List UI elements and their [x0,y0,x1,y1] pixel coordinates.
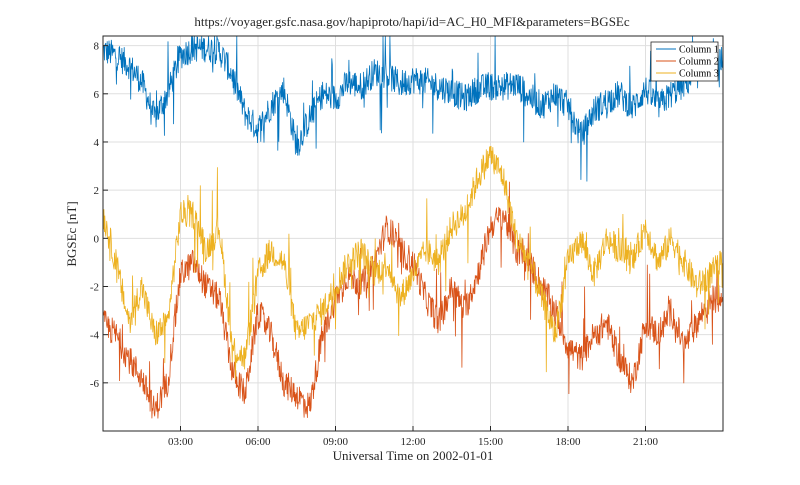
legend-label-2: Column 2 [679,57,719,68]
x-tick-label: 18:00 [555,436,581,448]
x-tick-label: 15:00 [478,436,504,448]
x-tick-label: 21:00 [633,436,659,448]
y-tick-label: -4 [90,330,100,342]
x-axis-label: Universal Time on 2002-01-01 [333,448,494,463]
series-group [102,35,724,419]
legend-label-3: Column 3 [679,69,719,80]
y-tick-label: 6 [94,89,100,101]
series-line-1 [102,35,724,182]
y-tick-label: 4 [94,137,100,149]
series-line-3 [102,145,724,380]
y-tick-label: -2 [90,281,99,293]
series-line-2 [102,181,724,419]
chart-title: https://voyager.gsfc.nasa.gov/hapiproto/… [194,14,630,29]
y-tick-label: -6 [90,378,100,390]
y-tick-label: 0 [94,233,100,245]
x-tick-label: 09:00 [323,436,349,448]
x-tick-label: 03:00 [168,436,194,448]
x-tick-label: 06:00 [245,436,271,448]
y-tick-label: 2 [94,185,100,197]
axis-ticks: 03:00 06:00 09:00 12:00 15:00 18:00 21:00 8 6 4 2 0… [90,41,659,448]
y-axis-label: BGSEc [nT] [64,201,79,266]
legend-label-1: Column 1 [679,45,719,56]
y-tick-label: 8 [94,41,100,53]
x-tick-label: 12:00 [400,436,426,448]
